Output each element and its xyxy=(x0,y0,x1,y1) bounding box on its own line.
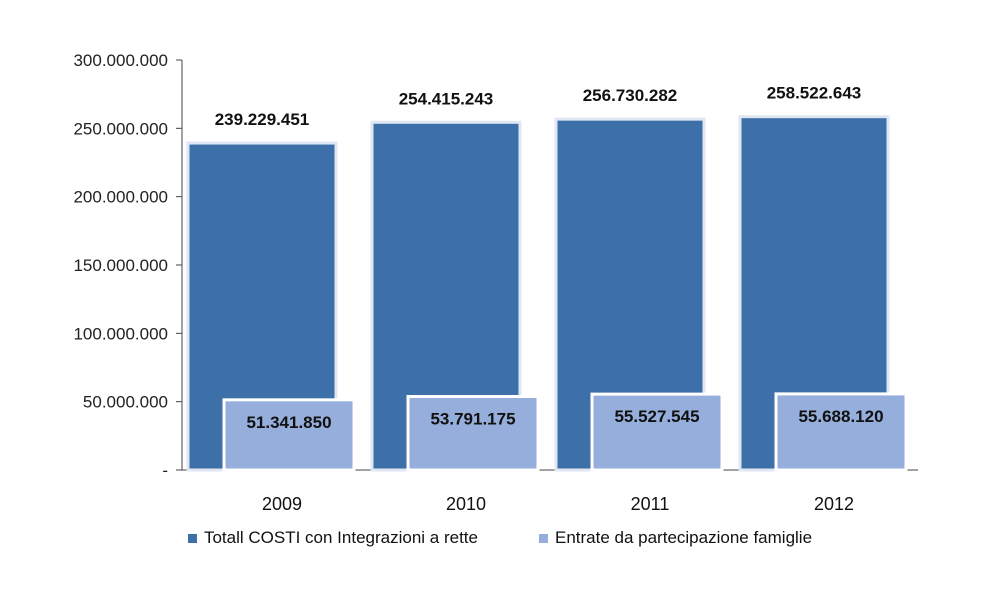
y-tick-label: 250.000.000 xyxy=(73,119,168,138)
bar-entrate xyxy=(222,398,356,472)
x-tick-label: 2009 xyxy=(262,494,302,514)
legend-label-entrate: Entrate da partecipazione famiglie xyxy=(554,528,813,547)
data-label-costi: 256.730.282 xyxy=(583,86,678,105)
legend-item-costi: Totall COSTI con Integrazioni a rette xyxy=(186,528,478,548)
y-tick-label: 200.000.000 xyxy=(73,188,168,207)
y-tick-label: 300.000.000 xyxy=(73,51,168,70)
bar-entrate xyxy=(774,392,908,472)
y-tick-label: - xyxy=(162,461,168,480)
legend-item-entrate: Entrate da partecipazione famiglie xyxy=(537,528,813,548)
data-label-entrate: 53.791.175 xyxy=(430,409,515,428)
x-tick-label: 2011 xyxy=(631,494,670,514)
legend-swatch-entrate xyxy=(537,532,549,544)
x-tick-label: 2012 xyxy=(814,494,854,514)
data-label-entrate: 55.527.545 xyxy=(614,407,699,426)
legend-label-costi: Totall COSTI con Integrazioni a rette xyxy=(203,528,478,547)
bar-entrate xyxy=(590,392,724,472)
data-label-costi: 258.522.643 xyxy=(767,84,862,103)
y-tick-label: 50.000.000 xyxy=(83,393,168,412)
y-tick-label: 100.000.000 xyxy=(73,324,168,343)
y-tick-label: 150.000.000 xyxy=(73,256,168,275)
data-label-costi: 254.415.243 xyxy=(399,89,494,108)
data-label-entrate: 51.341.850 xyxy=(246,413,331,432)
data-label-costi: 239.229.451 xyxy=(215,110,310,129)
x-tick-label: 2010 xyxy=(446,494,486,514)
bar-entrate xyxy=(406,394,540,472)
chart-legend: Totall COSTI con Integrazioni a rette En… xyxy=(0,528,999,548)
data-label-entrate: 55.688.120 xyxy=(798,407,883,426)
legend-swatch-costi xyxy=(186,532,198,544)
